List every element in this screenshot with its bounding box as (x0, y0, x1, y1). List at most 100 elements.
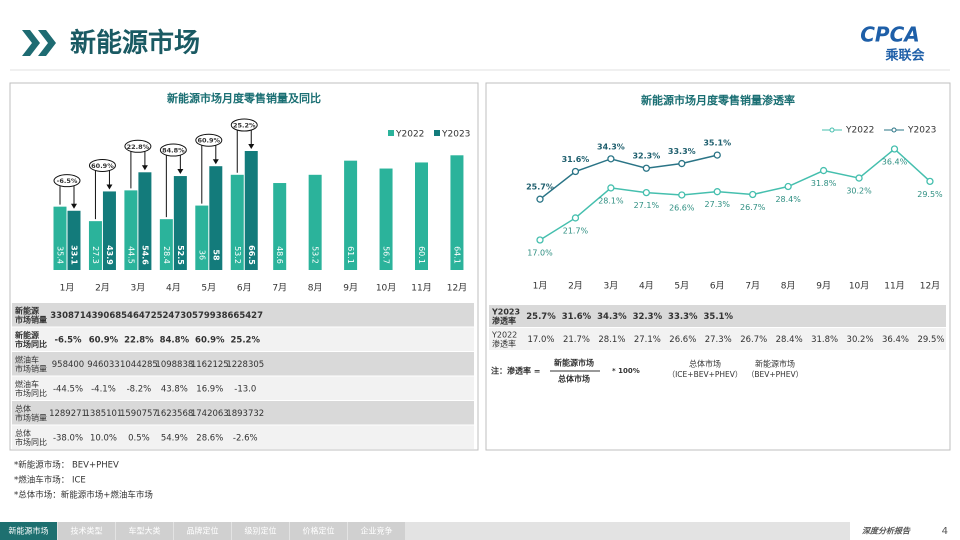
point (571, 167, 580, 176)
point (890, 145, 899, 153)
point (642, 164, 650, 172)
annotation-label: 22.8% (127, 143, 150, 151)
table-cell: -38.0% (53, 433, 83, 443)
legend-marker (829, 127, 835, 133)
table-cell: 28.4% (776, 335, 803, 345)
table-cell: 32.3% (633, 312, 663, 322)
chart-title: 新能源市场月度零售销量渗透率 (641, 93, 795, 107)
row-label: 市场同比 (15, 388, 47, 398)
nav-label[interactable]: 企业竞争 (361, 526, 393, 536)
point (607, 184, 615, 192)
x-tick-label: 7月 (272, 283, 287, 294)
point (536, 195, 544, 203)
row-label: 燃油车 (15, 354, 39, 364)
bar-label: 53.2 (311, 246, 320, 264)
point (926, 177, 934, 186)
nav-tab[interactable] (116, 522, 173, 540)
bar-label: 66.5 (247, 245, 256, 265)
annotation-label: 60.9% (91, 162, 114, 170)
right-panel (485, 82, 951, 451)
table-cell: 1044285 (120, 360, 158, 370)
annotation-label: 25.2% (233, 122, 256, 130)
table-cell: 1385101 (85, 409, 123, 419)
table-cell: -4.1% (91, 384, 116, 394)
point-label: 32.3% (632, 152, 660, 161)
table-cell: -6.5% (54, 335, 82, 345)
table-row (12, 425, 474, 449)
page-number: 4 (942, 526, 948, 537)
term-name: 总体市场 (689, 359, 721, 369)
x-tick-label: 5月 (201, 283, 216, 294)
table-cell: 1228305 (226, 360, 264, 370)
nav-tab[interactable] (58, 522, 115, 540)
table-cell: 34.3% (597, 312, 627, 322)
bar-label: 54.6 (140, 245, 149, 265)
annotation-oval (230, 118, 258, 132)
table-cell: 33.3% (668, 312, 698, 322)
bar (344, 160, 358, 270)
formula-prefix: 注：渗透率 = (491, 366, 541, 376)
table-cell: 36.4% (882, 335, 909, 345)
footnote: *新能源市场： BEV+PHEV (14, 460, 119, 471)
x-tick-label: 4月 (639, 281, 654, 292)
point (678, 159, 686, 168)
bar-label: 27.3 (91, 246, 100, 264)
legend-label: Y2023 (441, 130, 470, 140)
bar (53, 206, 67, 270)
nav-tab[interactable] (290, 522, 347, 540)
annotation-oval (53, 174, 81, 188)
nav-label[interactable]: 新能源市场 (9, 526, 49, 536)
table-row (12, 352, 474, 376)
point-label: 27.1% (634, 201, 660, 210)
x-tick-label: 5月 (674, 281, 689, 292)
bar (138, 172, 152, 270)
table-cell: 1590757 (120, 409, 158, 419)
nav-tab[interactable] (232, 522, 289, 540)
table-cell: 524730 (157, 311, 193, 321)
bar-label: 60.1 (417, 246, 426, 264)
point-label: 27.3% (705, 200, 731, 209)
point-label: 17.0% (527, 249, 553, 258)
point (749, 190, 757, 199)
annotation-label: 84.8% (162, 147, 185, 155)
bar (173, 176, 187, 270)
point (571, 214, 580, 222)
point-label: 25.7% (526, 183, 554, 192)
x-tick-label: 12月 (920, 281, 940, 292)
table-cell: 28.6% (196, 433, 223, 443)
chart-title: 新能源市场月度零售销量及同比 (167, 91, 321, 105)
legend-swatch (388, 130, 394, 136)
point-label: 26.6% (669, 203, 695, 212)
annotation-arrow (177, 169, 184, 175)
row-label: 渗透率 (492, 339, 516, 349)
nav-tab[interactable] (0, 522, 57, 540)
nav-label[interactable]: 价格定位 (303, 526, 335, 536)
annotation-arrow (141, 165, 148, 171)
bar-label: 44.5 (126, 246, 135, 264)
row-label: Y2022 (491, 331, 517, 340)
nav-label[interactable]: 车型大类 (129, 526, 161, 536)
table-row (12, 303, 474, 327)
x-tick-label: 7月 (745, 281, 760, 292)
table-cell: 1289271 (49, 409, 87, 419)
point-label: 26.7% (740, 203, 766, 212)
table-cell: 0.5% (128, 433, 150, 443)
table-cell: 31.6% (562, 312, 592, 322)
legend-marker (891, 127, 897, 133)
bar-label: 56.7 (382, 246, 391, 264)
table-cell: 958400 (52, 360, 84, 370)
term-name: 新能源市场 (755, 359, 795, 369)
table-cell: 29.5% (917, 335, 944, 345)
nav-label[interactable]: 品牌定位 (187, 526, 219, 536)
point-label: 28.1% (598, 196, 624, 205)
nav-label[interactable]: 级别定位 (245, 526, 277, 536)
nav-tab[interactable] (348, 522, 405, 540)
formula-suffix: * 100% (612, 367, 640, 375)
nav-label[interactable]: 技术类型 (71, 526, 103, 536)
series-line (539, 148, 931, 241)
bar-label: 43.9 (105, 245, 114, 265)
x-tick-label: 1月 (533, 281, 548, 292)
annotation-oval (159, 143, 187, 157)
nav-tab[interactable] (174, 522, 231, 540)
bar-label: 64.1 (452, 246, 461, 264)
